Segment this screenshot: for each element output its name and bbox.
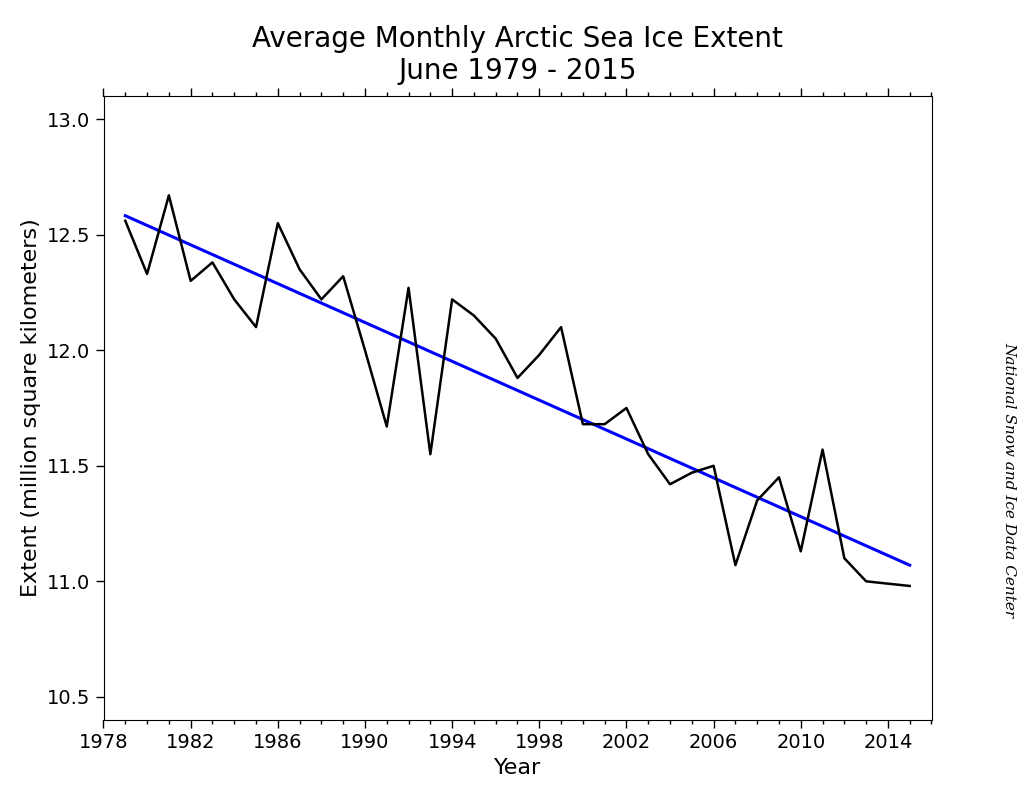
Y-axis label: Extent (million square kilometers): Extent (million square kilometers)	[22, 218, 41, 598]
Text: National Snow and Ice Data Center: National Snow and Ice Data Center	[1002, 342, 1016, 618]
Title: Average Monthly Arctic Sea Ice Extent
June 1979 - 2015: Average Monthly Arctic Sea Ice Extent Ju…	[253, 25, 782, 86]
X-axis label: Year: Year	[494, 758, 541, 778]
